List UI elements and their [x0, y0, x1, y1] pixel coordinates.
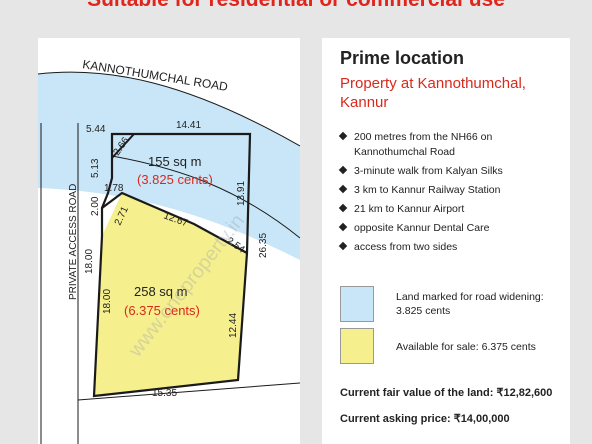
road-edge-top — [38, 71, 300, 147]
dim-18-00-inner: 18.00 — [102, 289, 113, 314]
upper-area-text: 155 sq m — [148, 154, 201, 169]
dim-5-44: 5.44 — [86, 124, 106, 135]
upper-cents-text: (3.825 cents) — [137, 172, 213, 187]
dim-12-44: 12.44 — [228, 313, 239, 338]
fair-value: Current fair value of the land: ₹12,82,6… — [340, 387, 553, 399]
legend-swatch-road-widening — [340, 286, 374, 322]
dim-15-35: 15.35 — [152, 388, 177, 399]
info-title: Prime location — [340, 48, 465, 68]
diamond-bullet-icon — [338, 165, 348, 175]
list-item: 3-minute walk from Kalyan Silks — [338, 164, 566, 179]
diamond-bullet-icon — [338, 131, 348, 141]
road-edge-bottom — [111, 155, 300, 239]
dim-5-13: 5.13 — [90, 158, 101, 178]
dim-18-00-outer: 18.00 — [84, 249, 95, 274]
corner-chamfer — [111, 133, 135, 159]
list-item: 200 metres from the NH66 on Kannothumcha… — [338, 130, 566, 160]
lower-cents-text: (6.375 cents) — [124, 303, 200, 318]
legend-for-sale: Available for sale: 6.375 cents — [396, 341, 536, 353]
dim-2-00: 2.00 — [90, 196, 101, 216]
list-item: 3 km to Kannur Railway Station — [338, 183, 566, 198]
info-subtitle: Property at Kannothumchal, Kannur — [340, 75, 526, 111]
lower-area-text: 258 sq m — [134, 284, 187, 299]
plot-outline — [92, 132, 252, 398]
list-item: opposite Kannur Dental Care — [338, 221, 566, 236]
dim-13-91: 13.91 — [236, 181, 247, 206]
bottom-boundary — [77, 382, 300, 401]
diamond-bullet-icon — [338, 184, 348, 194]
legend-swatch-for-sale — [340, 328, 374, 364]
road-widening-band — [38, 72, 300, 260]
division-line — [101, 191, 248, 254]
diamond-bullet-icon — [338, 241, 348, 251]
asking-price: Current asking price: ₹14,00,000 — [340, 413, 510, 425]
feature-list: 200 metres from the NH66 on Kannothumcha… — [338, 130, 566, 259]
info-panel: Prime location Property at Kannothumchal… — [322, 38, 570, 444]
dim-14-41: 14.41 — [176, 120, 201, 131]
site-plan-drawing: KANNOTHUMCHAL ROAD PRIVATE ACCESS ROAD 1… — [38, 57, 300, 444]
headline: Suitable for residential or commercial u… — [0, 0, 592, 12]
dim-1-78: 1.78 — [104, 183, 124, 194]
site-plan: KANNOTHUMCHAL ROAD PRIVATE ACCESS ROAD 1… — [38, 38, 300, 444]
access-road-label: PRIVATE ACCESS ROAD — [68, 184, 79, 300]
diamond-bullet-icon — [338, 222, 348, 232]
sale-area — [94, 193, 247, 396]
list-item: access from two sides — [338, 240, 566, 255]
dim-26-35: 26.35 — [258, 233, 269, 258]
diamond-bullet-icon — [338, 203, 348, 213]
legend-road-widening: Land marked for road widening: 3.825 cen… — [396, 291, 544, 317]
list-item: 21 km to Kannur Airport — [338, 202, 566, 217]
